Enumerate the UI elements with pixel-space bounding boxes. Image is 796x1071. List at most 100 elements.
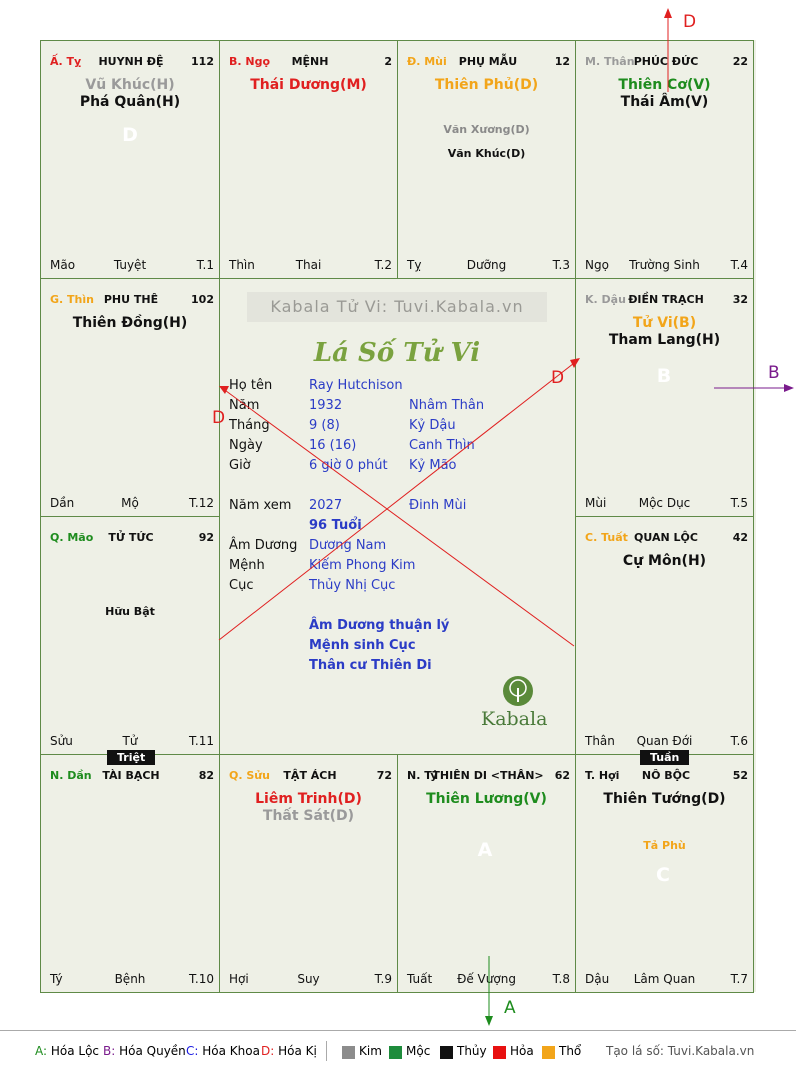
info-value: 1932 xyxy=(309,398,343,413)
arrow-label-bottom: A xyxy=(504,998,516,1018)
major-star: Liêm Trinh(D) xyxy=(255,791,362,807)
palace-footer: T.7 xyxy=(730,972,748,986)
palace-cell: Đ. Mùi PHỤ MẪU 12 Thiên Phủ(D) Văn Xương(D) V… xyxy=(397,40,576,279)
legend-c: C: Hóa Khoa xyxy=(186,1044,260,1058)
note-3: Thân cư Thiên Di xyxy=(309,658,432,673)
palace-number: 12 xyxy=(554,55,570,68)
major-star: Tham Lang(H) xyxy=(608,332,721,348)
info-value: Thủy Nhị Cục xyxy=(309,578,396,593)
triet-tag: Triệt xyxy=(107,750,156,765)
hoa-quyen-badge: B xyxy=(656,365,672,387)
palace-footer: Mộ xyxy=(121,496,139,510)
diag-line-1 xyxy=(218,359,579,641)
palace-footer: T.3 xyxy=(552,258,570,272)
arrow-label-right: B xyxy=(768,363,780,383)
palace-cell: K. Dậu ĐIỀN TRẠCH 32 Tử Vi(B) Tham Lang(H) Mù… xyxy=(575,278,754,517)
palace-footer: Sửu xyxy=(50,734,73,748)
brand-banner: Kabala Tử Vi: Tuvi.Kabala.vn xyxy=(247,292,547,322)
palace-name: QUAN LỘC xyxy=(634,531,698,544)
legend-bar: A: Hóa Lộc B: Hóa Quyền C: Hóa Khoa D: H… xyxy=(0,1030,796,1071)
legend-hoa: Hỏa xyxy=(510,1044,534,1058)
major-star: Thất Sát(D) xyxy=(262,808,355,824)
palace-name: NÔ BỘC xyxy=(641,769,691,782)
palace-cell: M. Thân PHÚC ĐỨC 22 Thiên Cơ(V) Thái Âm(V) Ng… xyxy=(575,40,754,279)
palace-footer: Tuyệt xyxy=(113,258,147,272)
info-value: 96 Tuổi xyxy=(309,518,362,533)
arrowhead-left-inner xyxy=(219,386,229,394)
palace-footer: Dưỡng xyxy=(466,258,507,272)
info-value-2: Canh Thìn xyxy=(409,438,475,453)
palace-footer: Suy xyxy=(297,972,320,986)
palace-name: TẬT ÁCH xyxy=(283,769,337,782)
major-star: Cự Môn(H) xyxy=(622,553,707,569)
can-chi-label: T. Hợi xyxy=(585,769,620,782)
major-star: Thái Âm(V) xyxy=(620,94,709,110)
major-star: Thiên Đồng(H) xyxy=(72,315,188,331)
legend-kim: Kim xyxy=(359,1044,382,1058)
diag-line-2 xyxy=(221,387,575,647)
can-chi-label: K. Dậu xyxy=(585,293,626,306)
major-star: Phá Quân(H) xyxy=(79,94,181,110)
palace-footer: Hợi xyxy=(229,972,249,986)
palace-name: TỬ TỨC xyxy=(108,531,154,544)
can-chi-label: Q. Sửu xyxy=(229,769,270,782)
moc-swatch xyxy=(389,1046,402,1059)
can-chi-label: N. Tý xyxy=(407,769,438,782)
palace-footer: Dậu xyxy=(585,972,610,986)
palace-number: 22 xyxy=(732,55,748,68)
info-label: Tháng xyxy=(229,418,270,433)
kabala-logo-text: Kabala xyxy=(481,708,548,730)
info-label: Ngày xyxy=(229,438,263,453)
palace-footer: Trường Sinh xyxy=(629,258,700,272)
palace-cell: Ấ. Tỵ HUYNH ĐỆ 112 Vũ Khúc(H) Phá Quân(H) Mão… xyxy=(40,40,220,279)
info-value: 2027 xyxy=(309,498,343,513)
legend-thuy: Thủy xyxy=(457,1044,487,1058)
info-value-2: Kỷ Mão xyxy=(409,458,457,473)
palace-cell: C. Tuất QUAN LỘC 42 Cự Môn(H) Thân Quan Đới T.… xyxy=(575,516,754,755)
palace-footer: T.10 xyxy=(189,972,214,986)
legend-d: D: Hóa Kị xyxy=(261,1044,317,1058)
palace-footer: Lâm Quan xyxy=(633,972,696,986)
info-value: 16 (16) xyxy=(309,438,357,453)
palace-footer: Thân xyxy=(585,734,615,748)
info-value-2: Kỷ Dậu xyxy=(409,418,456,433)
palace-footer: Tỵ xyxy=(407,258,422,272)
palace-footer: T.2 xyxy=(374,258,392,272)
palace-name: PHU THÊ xyxy=(103,293,159,306)
legend-tho: Thổ xyxy=(559,1044,582,1058)
palace-footer: T.11 xyxy=(189,734,214,748)
palace-number: 72 xyxy=(376,769,392,782)
major-star: Thiên Cơ(V) xyxy=(618,77,711,93)
kabala-tree-icon xyxy=(503,676,533,706)
can-chi-label: B. Ngọ xyxy=(229,55,271,68)
major-star: Thiên Tướng(D) xyxy=(603,791,726,807)
minor-star: Văn Xương(D) xyxy=(443,123,530,136)
info-label: Giờ xyxy=(229,458,251,473)
palace-name: THIÊN DI <THÂN> xyxy=(432,769,544,782)
palace-name: TÀI BẠCH xyxy=(102,769,160,782)
major-star: Thiên Lương(V) xyxy=(426,791,547,807)
palace-footer: T.1 xyxy=(196,258,214,272)
info-value: Dương Nam xyxy=(309,538,387,553)
can-chi-label: Đ. Mùi xyxy=(407,55,447,68)
kim-swatch xyxy=(342,1046,355,1059)
info-value: 9 (8) xyxy=(309,418,340,433)
can-chi-label: G. Thìn xyxy=(50,293,94,306)
palace-number: 52 xyxy=(732,769,748,782)
center-panel: Kabala Tử Vi: Tuvi.Kabala.vn Lá Số Tử Vi… xyxy=(219,278,575,754)
palace-name: HUYNH ĐỆ xyxy=(98,55,164,68)
note-2: Mệnh sinh Cục xyxy=(309,638,416,653)
arrow-label-right-inner: D xyxy=(551,368,565,388)
info-value-2: Đinh Mùi xyxy=(409,498,467,513)
site-credit[interactable]: Tạo lá số: Tuvi.Kabala.vn xyxy=(606,1044,755,1058)
palace-number: 92 xyxy=(198,531,214,544)
palace-number: 62 xyxy=(554,769,570,782)
info-label: Âm Dương xyxy=(229,538,298,553)
palace-name: MỆNH xyxy=(291,55,329,68)
palace-number: 32 xyxy=(732,293,748,306)
info-value: Ray Hutchison xyxy=(309,378,403,393)
major-star: Thiên Phủ(D) xyxy=(434,77,539,93)
minor-star: Văn Khúc(D) xyxy=(447,147,526,160)
palace-footer: T.5 xyxy=(730,496,748,510)
